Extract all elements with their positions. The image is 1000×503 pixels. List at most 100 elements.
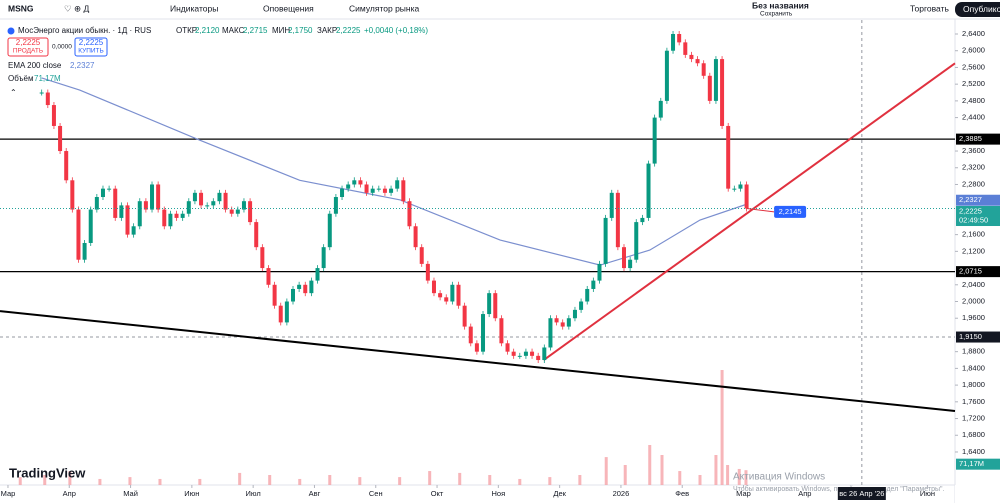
legend: МосЭнерго акции обыкн. · 1Д · RUS ОТКР 2… xyxy=(7,26,428,97)
collapse-icon[interactable]: ⌃ xyxy=(10,88,17,97)
y-tick-label: 2,5600 xyxy=(962,62,985,71)
x-tick-label: Дек xyxy=(553,489,566,498)
volume-bar xyxy=(604,457,608,485)
y-tick-label: 1,7600 xyxy=(962,397,985,406)
layout-name[interactable]: Без названия xyxy=(752,0,809,10)
level-label: 2,3885 xyxy=(959,134,982,143)
volume-bar xyxy=(737,468,741,485)
axis-corner xyxy=(955,485,1000,503)
crosshair-x-bg xyxy=(837,487,886,500)
x-tick-label: Апр xyxy=(798,489,811,498)
legend-title: МосЭнерго акции обыкн. · 1Д · RUS xyxy=(18,26,151,35)
y-tick-label: 2,4400 xyxy=(962,113,985,122)
y-tick-label: 1,6400 xyxy=(962,447,985,456)
volume-bar xyxy=(298,478,302,485)
open-label: ОТКР xyxy=(176,26,197,35)
sell-price[interactable]: 2,2225 xyxy=(16,38,41,47)
volume-bar xyxy=(358,477,362,485)
volume-bar xyxy=(43,475,47,485)
sell-box[interactable] xyxy=(7,37,49,57)
icons[interactable]: ♡ ⊕ Д xyxy=(64,3,89,13)
volume-bar xyxy=(623,465,627,485)
y-tick-label: 1,9600 xyxy=(962,313,985,322)
symbol[interactable]: MSNG xyxy=(8,3,34,13)
y-tick-label: 2,4800 xyxy=(962,96,985,105)
x-tick-label: Мар xyxy=(736,489,751,498)
volume-bar xyxy=(398,477,402,485)
volume-bar xyxy=(18,477,22,485)
volume-bar xyxy=(328,475,332,485)
y-tick-label: 2,3600 xyxy=(962,146,985,155)
volume-bar xyxy=(198,478,202,485)
high-value: 2,2715 xyxy=(243,26,268,35)
y-tick-label: 1,8400 xyxy=(962,363,985,372)
buy-button[interactable]: КУПИТЬ xyxy=(78,48,104,55)
price-note: 2,2145 xyxy=(779,207,802,216)
trade-button[interactable]: Торговать xyxy=(910,3,949,13)
last-price-label-extra: 02:49:50 xyxy=(959,215,988,224)
y-tick-label: 2,5200 xyxy=(962,79,985,88)
y-tick-label: 2,6400 xyxy=(962,29,985,38)
x-tick-label: Ноя xyxy=(492,489,506,498)
x-tick-label: Май xyxy=(123,489,138,498)
sell-button[interactable]: ПРОДАТЬ xyxy=(13,48,43,55)
trendline xyxy=(0,310,956,413)
volume-bar xyxy=(158,478,162,485)
publish-bg[interactable] xyxy=(955,2,1000,17)
volume-bar xyxy=(660,455,664,485)
close-label: ЗАКР xyxy=(317,26,337,35)
y-tick-label: 1,8000 xyxy=(962,380,985,389)
indicators-button[interactable]: Индикаторы xyxy=(170,3,218,13)
save-hint[interactable]: Сохранить xyxy=(760,11,793,18)
plot: 2,2145 xyxy=(0,20,956,485)
volume-bar xyxy=(518,478,522,485)
alerts-button[interactable]: Оповещения xyxy=(263,3,314,13)
volume-bar xyxy=(678,471,682,485)
ema-name: EMA 200 close xyxy=(8,61,62,70)
brand: TradingView xyxy=(9,465,86,480)
volume-bar xyxy=(238,472,242,485)
y-tick-label: 2,0400 xyxy=(962,280,985,289)
ema-value: 2,2327 xyxy=(70,61,95,70)
volume-axis-label-bg xyxy=(956,458,1000,470)
volume-bar xyxy=(714,455,718,485)
x-tick-label: Авг xyxy=(309,489,321,498)
x-tick-label: Июн xyxy=(920,489,935,498)
replay-button[interactable]: Симулятор рынка xyxy=(349,3,420,13)
buy-price[interactable]: 2,2225 xyxy=(79,38,104,47)
volume-bar xyxy=(726,465,730,485)
high-label: МАКС xyxy=(222,26,245,35)
volume-value: 71,17M xyxy=(34,74,61,83)
y-tick-label: 2,1600 xyxy=(962,230,985,239)
x-tick-label: Июл xyxy=(246,489,261,498)
low-value: 2,1750 xyxy=(288,26,313,35)
volume-bar xyxy=(578,475,582,485)
spread: 0,0000 xyxy=(52,44,72,51)
close-value: 2,2225 xyxy=(336,26,361,35)
ema-axis-label: 2,2327 xyxy=(959,195,982,204)
x-tick-label: Апр xyxy=(63,489,76,498)
y-tick-label: 2,1200 xyxy=(962,246,985,255)
volume-bar xyxy=(428,471,432,485)
y-tick-label: 1,7200 xyxy=(962,414,985,423)
level-label-bg xyxy=(956,133,1000,145)
ema-line xyxy=(41,77,747,266)
price-note-pointer xyxy=(746,208,775,213)
volume-bar xyxy=(548,477,552,485)
volume-bar xyxy=(128,477,132,485)
last-price-label-bg xyxy=(956,206,1000,227)
y-tick-label: 2,6000 xyxy=(962,46,985,55)
x-tick-label: Сен xyxy=(369,489,383,498)
level-label: 2,0715 xyxy=(959,267,982,276)
ema-axis-label-bg xyxy=(956,194,1000,206)
last-price-label: 2,2225 xyxy=(959,206,982,215)
volume-bar xyxy=(720,370,724,485)
volume-bar xyxy=(698,475,702,485)
volume-bar xyxy=(488,475,492,485)
buy-box[interactable] xyxy=(74,37,108,57)
publish-button[interactable]: Опубликовать xyxy=(963,4,1000,14)
x-tick-label: Мар xyxy=(1,489,16,498)
x-tick-label: Окт xyxy=(431,489,444,498)
toolbar: MSNG ♡ ⊕ Д Индикаторы Оповещения Симулят… xyxy=(0,0,1000,20)
